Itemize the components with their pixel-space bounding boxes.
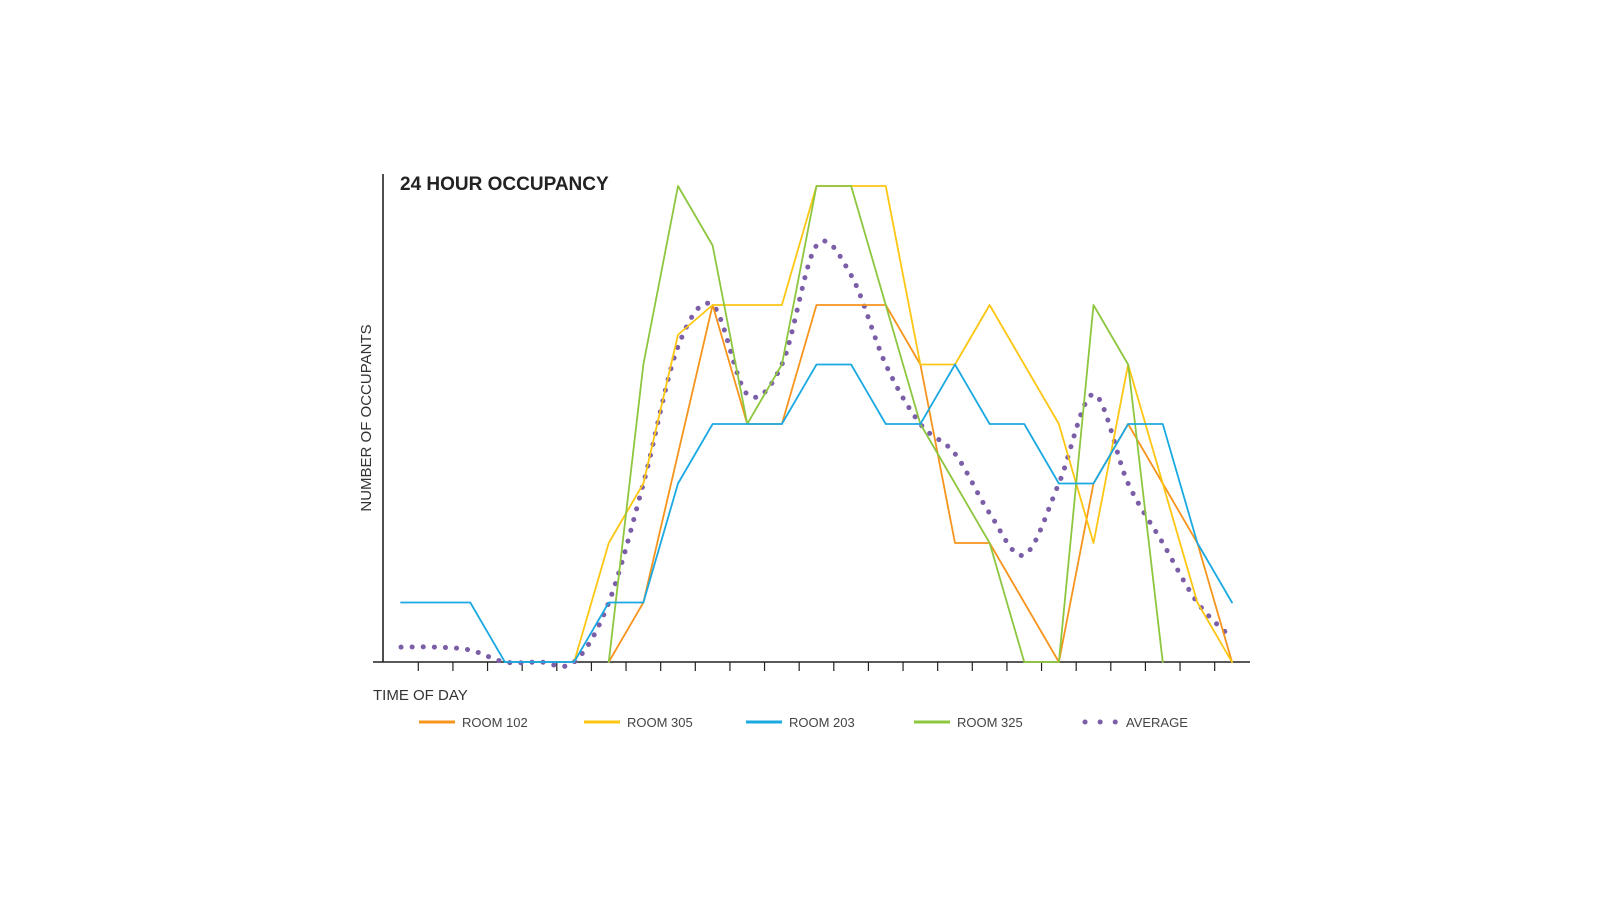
legend-item-room-325: ROOM 325 — [914, 715, 1023, 730]
legend-label-room-203: ROOM 203 — [789, 715, 855, 730]
legend-label-room-325: ROOM 325 — [957, 715, 1023, 730]
y-axis-label: NUMBER OF OCCUPANTS — [358, 324, 375, 511]
legend-item-room-305: ROOM 305 — [584, 715, 693, 730]
legend-label-room-305: ROOM 305 — [627, 715, 693, 730]
series-line-room-325 — [607, 185, 1164, 663]
series-layer — [398, 185, 1235, 669]
legend-item-average: AVERAGE — [1082, 715, 1188, 730]
series-line-room-102 — [607, 304, 1233, 663]
legend-label-room-102: ROOM 102 — [462, 715, 528, 730]
series-line-average — [398, 238, 1235, 669]
x-axis-ticks — [417, 662, 1216, 671]
series-line-room-305 — [573, 185, 1233, 663]
legend-label-average: AVERAGE — [1126, 715, 1188, 730]
x-axis-label: TIME OF DAY — [373, 687, 468, 704]
legend-item-room-102: ROOM 102 — [419, 715, 528, 730]
series-line-room-203 — [400, 363, 1233, 663]
legend: ROOM 102 ROOM 305 ROOM 203 ROOM 325 AVERAGE — [419, 715, 1188, 730]
chart-title: 24 HOUR OCCUPANCY — [400, 174, 609, 195]
legend-item-room-203: ROOM 203 — [746, 715, 855, 730]
